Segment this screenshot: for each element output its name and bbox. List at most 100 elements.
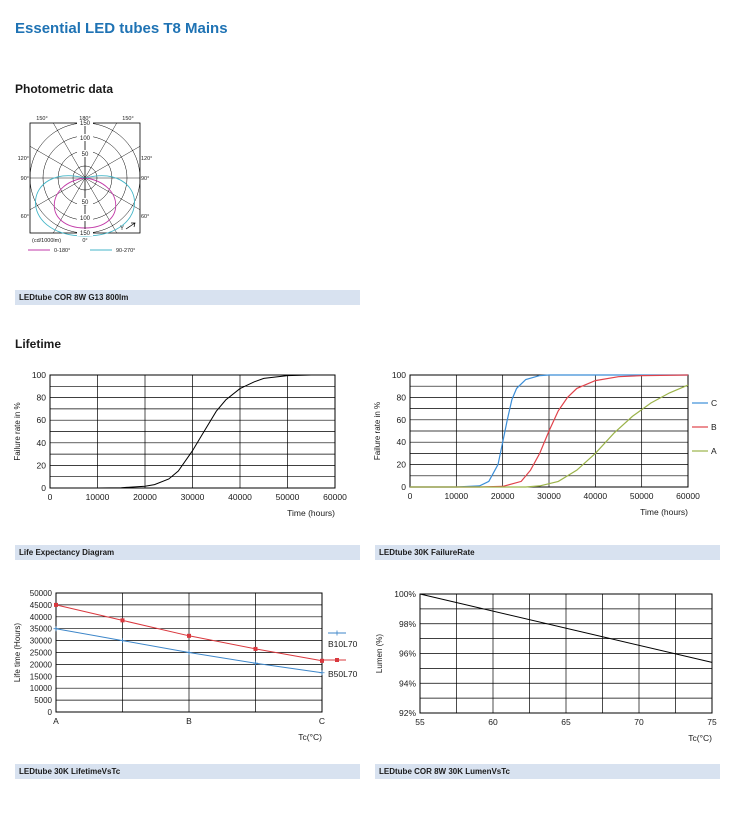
radial-tick-bg xyxy=(77,198,93,205)
y-tick-label: 60 xyxy=(397,415,407,425)
x-tick-label: 60000 xyxy=(323,492,347,502)
x-tick-label: 60000 xyxy=(676,491,700,501)
angle-label-upper-right: 120° xyxy=(141,156,152,162)
y-tick-label: 80 xyxy=(397,392,407,402)
polar-spoke xyxy=(30,145,86,179)
y-tick-label: 50000 xyxy=(30,589,53,598)
caption-lumen-vs-tc: LEDtube COR 8W 30K LumenVsTc xyxy=(375,764,720,779)
y-tick-label: 0 xyxy=(48,708,53,717)
series-line-c xyxy=(410,374,688,488)
radial-tick-label: 150 xyxy=(80,231,91,237)
x-tick-label: A xyxy=(53,716,59,726)
polar-spoke xyxy=(84,123,118,179)
x-tick-label: 30000 xyxy=(181,492,205,502)
section-title-photometric: Photometric data xyxy=(15,82,114,96)
radial-tick-bg xyxy=(77,229,93,236)
x-tick-label: 0 xyxy=(408,491,413,501)
polar-spoke xyxy=(30,177,86,211)
angle-label-top-left: 150° xyxy=(36,116,47,122)
x-tick-label: 0 xyxy=(48,492,53,502)
x-tick-label: 60 xyxy=(488,717,498,727)
angle-label-lower-left: 60° xyxy=(21,214,29,220)
legend-label-b50l70: B50L70 xyxy=(328,669,358,679)
section-title-lifetime: Lifetime xyxy=(15,337,62,351)
series-line-a xyxy=(410,384,689,488)
failure-curve xyxy=(50,374,335,489)
y-tick-label: 45000 xyxy=(30,601,53,610)
radial-tick-label: 100 xyxy=(80,136,91,142)
x-tick-label: 50000 xyxy=(630,491,654,501)
legend-label-b10l70: B10L70 xyxy=(328,639,358,649)
data-point-b50l70 xyxy=(187,633,191,638)
polar-spoke xyxy=(84,177,118,233)
x-tick-label: 10000 xyxy=(86,492,110,502)
angle-label-bottom: 0° xyxy=(82,238,87,244)
x-tick-label: C xyxy=(319,716,325,726)
x-tick-label: 75 xyxy=(707,717,717,727)
x-tick-label: 30000 xyxy=(537,491,561,501)
legend-label-a: A xyxy=(711,446,717,456)
angle-label-upper-left: 120° xyxy=(18,156,29,162)
radial-tick-label: 100 xyxy=(80,216,91,222)
y-tick-label: 98% xyxy=(399,619,416,629)
x-tick-label: 55 xyxy=(415,717,425,727)
y-tick-label: 0 xyxy=(41,483,46,493)
data-point-b10l70 xyxy=(53,626,59,632)
legend-label-b: B xyxy=(711,422,717,432)
data-point-b50l70 xyxy=(54,602,58,607)
x-tick-label: 10000 xyxy=(445,491,469,501)
polar-spoke xyxy=(84,177,140,211)
x-tick-label: 70 xyxy=(634,717,644,727)
y-axis-label: Failure rate in % xyxy=(13,402,22,460)
series-line-b xyxy=(410,374,689,488)
lifetime-vs-tc-chart: 0 5000 10000 15000 20000 25000 30000 35000 40000… xyxy=(13,589,358,742)
radial-tick-bg xyxy=(77,134,93,141)
x-tick-label: 20000 xyxy=(133,492,157,502)
y-tick-label: 40 xyxy=(397,437,407,447)
y-tick-label: 100 xyxy=(32,370,46,380)
y-tick-label: 100% xyxy=(394,589,416,599)
x-tick-label: 50000 xyxy=(276,492,300,502)
y-tick-label: 0 xyxy=(401,482,406,492)
data-point-b10l70 xyxy=(186,650,192,655)
lumen-line xyxy=(419,593,713,663)
unit-label: (cd/1000lm) xyxy=(32,238,61,244)
y-axis-label: Lumen (%) xyxy=(375,634,384,673)
angle-label-top: 180° xyxy=(79,116,90,122)
y-tick-label: 100 xyxy=(392,370,406,380)
failure-rate-chart: 0 20 40 60 80 100 0 10000 20000 30000 40000 50000 60… xyxy=(373,370,717,517)
caption-failure-rate: LEDtube 30K FailureRate xyxy=(375,545,720,560)
y-tick-label: 25000 xyxy=(30,649,53,658)
y-tick-label: 96% xyxy=(399,649,416,659)
y-tick-label: 40 xyxy=(37,438,47,448)
polar-spoke xyxy=(52,177,86,233)
data-point-b50l70 xyxy=(253,646,258,651)
x-axis-label: Tc(°C) xyxy=(298,732,322,742)
angle-label-right: 90° xyxy=(141,176,149,182)
angle-label-top-right: 150° xyxy=(122,116,133,122)
y-tick-label: 94% xyxy=(399,678,416,688)
polar-diagram: 150 100 50 50 100 150 150° 180° 150° 120° 120° 90° 9… xyxy=(18,116,153,254)
caption-life-expectancy: Life Expectancy Diagram xyxy=(15,545,360,560)
polar-spoke xyxy=(52,123,86,179)
x-tick-label: 40000 xyxy=(228,492,252,502)
legend-label-0-180: 0-180° xyxy=(54,248,70,254)
angle-label-left: 90° xyxy=(21,176,29,182)
radial-tick-bg xyxy=(77,119,93,126)
x-axis-label: Time (hours) xyxy=(640,507,688,517)
x-tick-label: 40000 xyxy=(584,491,608,501)
y-tick-label: 15000 xyxy=(30,672,53,681)
y-tick-label: 40000 xyxy=(30,613,53,622)
y-axis-label: Failure rate in % xyxy=(373,402,382,460)
legend-label-90-270: 90-270° xyxy=(116,248,135,254)
caption-photometric: LEDtube COR 8W G13 800lm xyxy=(15,290,360,305)
y-tick-label: 92% xyxy=(399,708,416,718)
x-axis-label: Tc(°C) xyxy=(688,733,712,743)
y-tick-label: 35000 xyxy=(30,625,53,634)
data-point-b10l70 xyxy=(253,660,258,666)
lumen-vs-tc-chart: 92% 94% 96% 98% 100% 55 60 65 70 75 Lumen (%) Tc(°C… xyxy=(375,589,717,743)
y-tick-label: 10000 xyxy=(30,684,53,693)
x-tick-label: B xyxy=(186,716,192,726)
polar-spoke xyxy=(84,145,140,179)
radial-tick-label: 50 xyxy=(82,152,89,158)
